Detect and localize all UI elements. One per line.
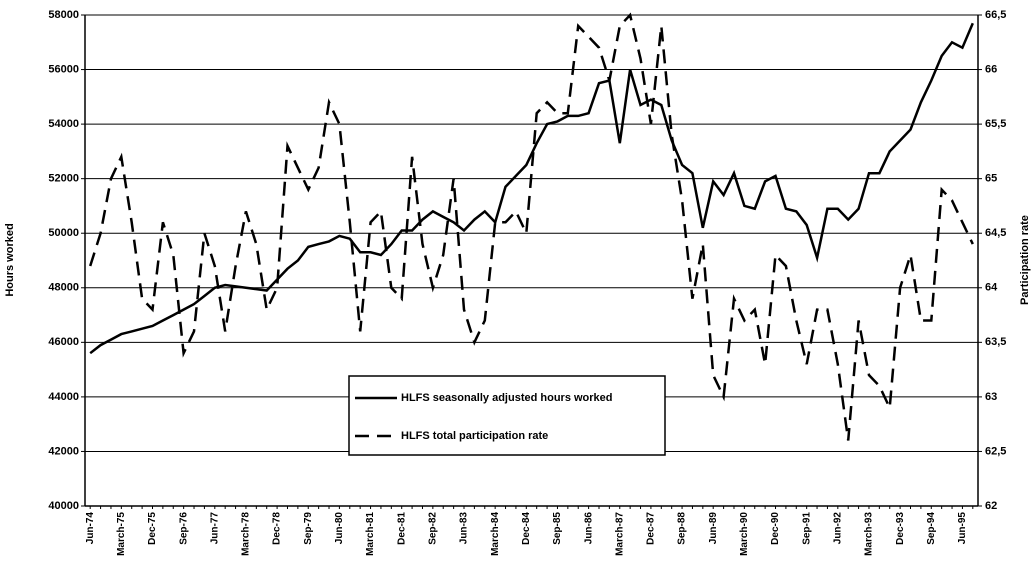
x-tick-label: March-75 xyxy=(116,512,127,556)
y2-tick-label: 63 xyxy=(985,391,997,403)
x-tick-label: Sep-79 xyxy=(303,512,314,545)
legend-box xyxy=(348,375,666,456)
x-tick-label: Sep-82 xyxy=(427,512,438,545)
y2-tick-label: 66,5 xyxy=(985,9,1006,21)
x-tick-label: March-84 xyxy=(490,512,501,556)
x-tick-label: Dec-84 xyxy=(521,512,532,545)
series-line xyxy=(89,22,974,355)
y-tick-label: 48000 xyxy=(48,282,79,294)
y2-tick-label: 62,5 xyxy=(985,445,1006,457)
x-tick-label: March-90 xyxy=(739,512,750,556)
y2-tick-label: 65,5 xyxy=(985,118,1006,130)
legend-label: HLFS total participation rate xyxy=(401,430,548,442)
y2-tick-label: 64 xyxy=(985,282,998,294)
y2-tick-label: 65 xyxy=(985,173,997,185)
x-tick-label: Jun-89 xyxy=(708,512,719,545)
x-tick-label: March-87 xyxy=(614,512,625,556)
x-tick-label: Dec-78 xyxy=(272,512,283,545)
x-tick-label: Jun-92 xyxy=(832,512,843,545)
x-tick-label: Jun-80 xyxy=(334,512,345,545)
y-tick-label: 46000 xyxy=(48,336,79,348)
x-tick-label: Jun-77 xyxy=(209,512,220,545)
y-tick-label: 52000 xyxy=(48,173,79,185)
x-tick-label: Sep-91 xyxy=(801,512,812,545)
x-tick-label: Dec-93 xyxy=(895,512,906,545)
x-tick-label: Sep-88 xyxy=(677,512,688,545)
x-tick-label: Jun-95 xyxy=(957,512,968,545)
y2-axis-label: Participation rate xyxy=(1019,215,1031,305)
x-tick-label: Dec-87 xyxy=(646,512,657,545)
series-line xyxy=(89,12,974,441)
x-tick-label: Dec-90 xyxy=(770,512,781,545)
legend-label: HLFS seasonally adjusted hours worked xyxy=(401,392,613,404)
x-tick-label: Sep-94 xyxy=(926,512,937,545)
y2-tick-label: 63,5 xyxy=(985,336,1006,348)
y-tick-label: 56000 xyxy=(48,63,79,75)
x-tick-label: March-78 xyxy=(241,512,252,556)
y-tick-label: 40000 xyxy=(48,500,79,512)
y2-tick-label: 62 xyxy=(985,500,997,512)
x-tick-label: Jun-86 xyxy=(583,512,594,545)
x-tick-label: March-81 xyxy=(365,512,376,556)
y2-tick-label: 64,5 xyxy=(985,227,1006,239)
y-tick-label: 58000 xyxy=(48,9,79,21)
x-tick-label: Dec-75 xyxy=(147,512,158,545)
y-axis-label: Hours worked xyxy=(4,223,16,296)
x-tick-label: Jun-74 xyxy=(85,512,96,545)
y-tick-label: 44000 xyxy=(48,391,79,403)
x-tick-label: Jun-83 xyxy=(459,512,470,545)
x-tick-label: Dec-81 xyxy=(396,512,407,545)
x-tick-label: Sep-76 xyxy=(178,512,189,545)
y-tick-label: 50000 xyxy=(48,227,79,239)
x-tick-label: Sep-85 xyxy=(552,512,563,545)
y-tick-label: 54000 xyxy=(48,118,79,130)
y-tick-label: 42000 xyxy=(48,445,79,457)
y2-tick-label: 66 xyxy=(985,63,997,75)
x-tick-label: March-93 xyxy=(864,512,875,556)
